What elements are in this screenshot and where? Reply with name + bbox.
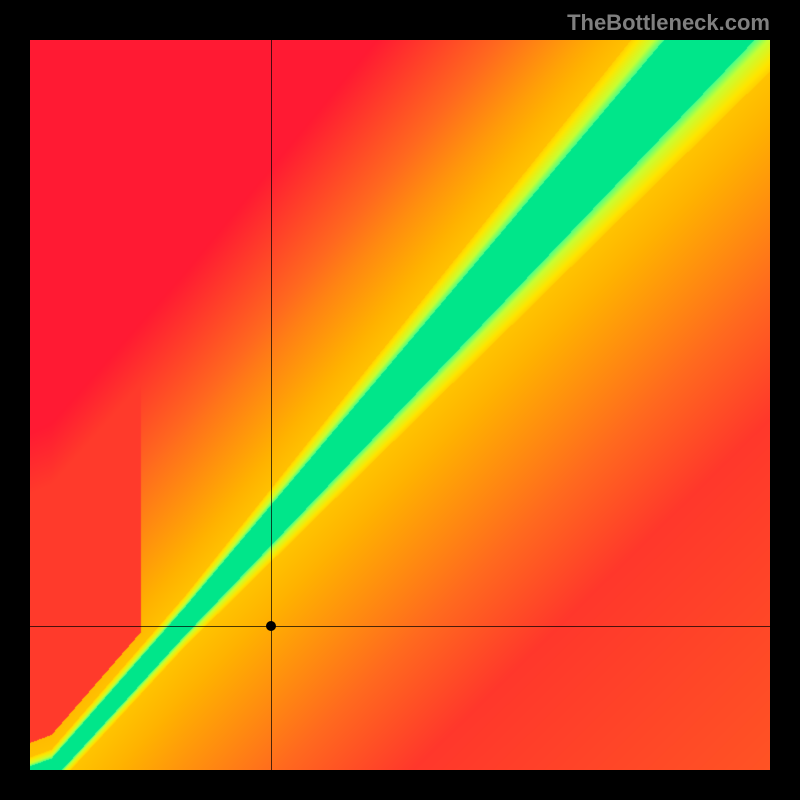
heatmap-canvas [30, 40, 770, 770]
crosshair-vertical [271, 40, 272, 770]
marker-dot [266, 621, 276, 631]
crosshair-horizontal [30, 626, 770, 627]
plot-area [30, 40, 770, 770]
watermark-text: TheBottleneck.com [567, 10, 770, 36]
chart-container: TheBottleneck.com [0, 0, 800, 800]
